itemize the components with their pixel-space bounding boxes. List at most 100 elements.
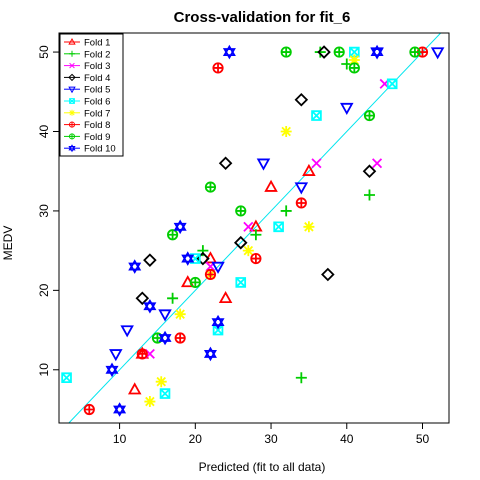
legend-entry: Fold 9 bbox=[64, 132, 110, 143]
legend-label: Fold 6 bbox=[84, 97, 110, 108]
chart-title: Cross-validation for fit_6 bbox=[174, 9, 351, 26]
data-point bbox=[158, 330, 172, 346]
data-point bbox=[174, 332, 186, 344]
legend-entry: Fold 5 bbox=[64, 85, 110, 96]
data-point bbox=[233, 235, 248, 250]
data-point bbox=[109, 349, 123, 362]
data-point bbox=[363, 189, 375, 201]
data-point bbox=[280, 205, 292, 217]
data-point bbox=[280, 46, 292, 58]
data-point bbox=[113, 402, 127, 417]
series-fold-2 bbox=[167, 46, 375, 384]
data-point bbox=[295, 372, 307, 384]
legend-entry: Fold 10 bbox=[64, 144, 116, 155]
legend-label: Fold 9 bbox=[84, 132, 110, 143]
data-point bbox=[173, 219, 187, 235]
legend-marker bbox=[69, 50, 75, 57]
legend-entry: Fold 8 bbox=[64, 120, 110, 131]
legend-marker bbox=[69, 98, 75, 104]
data-point bbox=[243, 221, 254, 232]
data-point bbox=[256, 158, 271, 171]
legend-marker bbox=[68, 73, 76, 82]
data-point bbox=[128, 259, 142, 274]
data-point bbox=[370, 44, 384, 60]
series-fold-6 bbox=[61, 46, 398, 399]
legend-label: Fold 7 bbox=[84, 108, 110, 119]
data-point bbox=[181, 251, 195, 266]
legend-label: Fold 5 bbox=[84, 85, 110, 96]
data-point bbox=[167, 229, 179, 241]
data-point bbox=[273, 221, 284, 233]
data-point bbox=[204, 268, 217, 281]
data-point bbox=[311, 110, 322, 121]
data-point bbox=[218, 290, 233, 304]
data-point bbox=[174, 308, 186, 320]
data-point bbox=[264, 179, 278, 192]
legend-label: Fold 2 bbox=[84, 49, 110, 60]
data-point bbox=[250, 253, 262, 265]
y-tick-label: 10 bbox=[37, 363, 51, 377]
legend-entry: Fold 1 bbox=[64, 38, 110, 49]
data-point bbox=[211, 314, 225, 330]
data-point bbox=[211, 261, 225, 274]
data-point bbox=[212, 62, 224, 74]
data-point bbox=[302, 163, 316, 176]
legend-entry: Fold 4 bbox=[64, 73, 110, 84]
data-point bbox=[203, 346, 217, 362]
legend-entry: Fold 3 bbox=[64, 61, 110, 72]
data-point bbox=[409, 46, 421, 58]
data-point bbox=[362, 164, 377, 178]
series-fold-4 bbox=[135, 45, 377, 306]
data-point bbox=[105, 362, 119, 378]
legend-marker bbox=[69, 62, 75, 69]
legend-label: Fold 3 bbox=[84, 61, 110, 72]
data-point bbox=[158, 309, 172, 322]
data-point bbox=[222, 44, 236, 60]
legend-label: Fold 4 bbox=[84, 73, 110, 84]
data-point bbox=[155, 376, 167, 388]
legend-marker bbox=[68, 37, 76, 45]
data-point bbox=[280, 125, 292, 137]
data-point bbox=[235, 277, 247, 288]
series-fold-8 bbox=[83, 46, 429, 416]
data-point bbox=[303, 221, 315, 233]
data-point bbox=[314, 46, 326, 58]
data-point bbox=[189, 276, 201, 288]
x-tick-label: 30 bbox=[264, 432, 278, 446]
data-point bbox=[348, 62, 360, 74]
y-axis-label: MEDV bbox=[1, 226, 15, 261]
legend-label: Fold 10 bbox=[84, 144, 116, 155]
data-point bbox=[159, 388, 171, 399]
y-tick-label: 40 bbox=[37, 124, 51, 138]
legend-marker bbox=[68, 86, 76, 94]
x-tick-label: 10 bbox=[113, 432, 127, 446]
reference-line bbox=[68, 33, 442, 423]
data-point bbox=[135, 291, 150, 306]
data-point bbox=[235, 205, 247, 217]
series-fold-5 bbox=[109, 47, 445, 362]
y-tick-label: 30 bbox=[37, 204, 51, 218]
data-point bbox=[311, 158, 322, 169]
x-tick-label: 50 bbox=[416, 432, 430, 446]
data-point bbox=[294, 92, 309, 107]
series-fold-1 bbox=[127, 163, 316, 395]
legend-entry: Fold 2 bbox=[64, 49, 110, 60]
data-point bbox=[294, 182, 309, 195]
legend-marker bbox=[68, 133, 76, 140]
data-point bbox=[372, 158, 383, 169]
x-tick-label: 20 bbox=[189, 432, 203, 446]
x-axis-label: Predicted (fit to all data) bbox=[199, 460, 326, 474]
data-point bbox=[127, 382, 142, 395]
legend-marker bbox=[68, 144, 76, 153]
data-point bbox=[333, 46, 345, 58]
legend-label: Fold 8 bbox=[84, 120, 110, 131]
data-point bbox=[321, 267, 335, 282]
data-point bbox=[144, 396, 156, 408]
y-tick-label: 50 bbox=[37, 45, 51, 59]
legend-entry: Fold 6 bbox=[64, 97, 110, 108]
data-point bbox=[136, 348, 148, 360]
legend-box bbox=[59, 33, 124, 157]
